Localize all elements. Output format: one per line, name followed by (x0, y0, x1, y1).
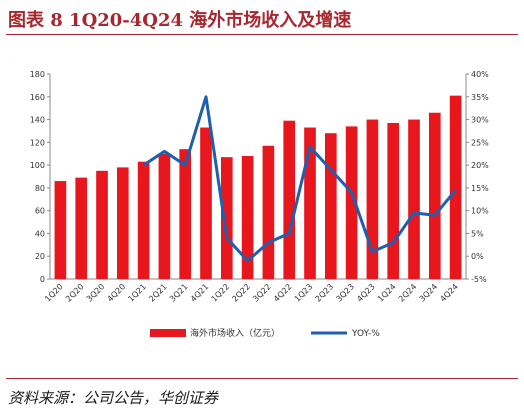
bar (345, 126, 358, 279)
bar (75, 177, 88, 279)
y-right-tick-label: 15% (471, 184, 489, 193)
x-tick-label: 3Q22 (251, 282, 273, 304)
y-left-tick-label: 40 (35, 229, 45, 238)
x-tick-label: 1Q22 (210, 282, 232, 304)
y-left-tick-label: 160 (30, 93, 45, 102)
bar (428, 112, 441, 279)
bar (449, 95, 462, 279)
x-tick-labels: 1Q20 2Q20 3Q20 4Q20 1Q21 2Q21 3Q21 4Q21 1Q22 2Q22… (43, 282, 460, 304)
y-right-tick-label: 20% (471, 161, 489, 170)
chart-legend: 海外市场收入（亿元） YOY-% (150, 327, 380, 339)
bar (137, 161, 150, 279)
bar (220, 157, 233, 279)
y-right-tick-labels: -5% 0% 5% 10% 15% 20% 25% 30% 35% 40% (466, 70, 489, 284)
x-tick-label: 4Q24 (438, 282, 460, 304)
header-rule (6, 34, 518, 35)
x-tick-label: 3Q21 (168, 282, 190, 304)
bar (408, 119, 420, 279)
x-tick-label: 2Q21 (147, 282, 169, 304)
source-note: 资料来源：公司公告，华创证券 (8, 389, 219, 407)
bar (283, 120, 296, 279)
x-tick-label: 2Q24 (397, 282, 419, 304)
y-left-tick-label: 0 (40, 275, 45, 284)
x-tick-label: 1Q21 (126, 282, 148, 304)
y-left-tick-label: 180 (30, 70, 45, 79)
chart-axes (49, 74, 467, 280)
y-right-tick-label: 0% (471, 252, 484, 261)
chart-line (142, 95, 457, 263)
x-tick-label: 4Q20 (106, 282, 128, 304)
legend-bar-swatch (150, 329, 186, 337)
bar (54, 181, 67, 279)
figure-title: 图表 8 1Q20-4Q24 海外市场收入及增速 (8, 10, 352, 31)
y-left-tick-label: 140 (30, 116, 45, 125)
x-tick-label: 1Q23 (293, 282, 315, 304)
bar (200, 127, 212, 280)
y-left-tick-label: 100 (30, 161, 45, 170)
bar (179, 149, 192, 279)
bar (96, 170, 108, 279)
y-left-tick-label: 120 (30, 138, 45, 147)
x-tick-label: 2Q22 (230, 282, 252, 304)
y-left-tick-label: 80 (35, 184, 45, 193)
bar (387, 122, 400, 279)
footer-rule (6, 378, 518, 379)
bar (116, 167, 129, 279)
bar (241, 156, 254, 279)
y-left-tick-label: 60 (35, 207, 45, 216)
x-tick-label: 1Q24 (376, 282, 398, 304)
bar (324, 133, 337, 279)
legend-line-label: YOY-% (351, 329, 380, 339)
y-left-tick-label: 20 (35, 252, 45, 261)
x-tick-label: 1Q20 (43, 282, 65, 304)
bar (366, 119, 379, 279)
x-tick-label: 4Q23 (355, 282, 377, 304)
y-right-tick-label: 10% (471, 207, 489, 216)
y-right-tick-label: 25% (471, 138, 489, 147)
x-tick-label: 3Q24 (418, 282, 440, 304)
bar (158, 153, 171, 279)
x-tick-label: 3Q23 (334, 282, 356, 304)
y-right-tick-label: 5% (471, 229, 484, 238)
y-right-tick-label: 30% (471, 116, 489, 125)
yoy-line (142, 95, 457, 263)
x-tick-label: 4Q21 (189, 282, 211, 304)
legend-bar-label: 海外市场收入（亿元） (190, 327, 280, 339)
bar (262, 145, 275, 279)
y-right-tick-label: 35% (471, 93, 489, 102)
y-left-tick-labels: 0 20 40 60 80 100 120 140 160 180 (30, 70, 50, 284)
chart-bars (54, 95, 462, 280)
x-tick-label: 2Q23 (314, 282, 336, 304)
bar (304, 127, 316, 280)
figure-header: 图表 8 1Q20-4Q24 海外市场收入及增速 (0, 0, 524, 40)
x-tick-label: 3Q20 (85, 282, 107, 304)
y-right-tick-label: 40% (471, 70, 489, 79)
x-tick-label: 4Q22 (272, 282, 294, 304)
x-tick-label: 2Q20 (64, 282, 86, 304)
y-right-tick-label: -5% (471, 275, 487, 284)
